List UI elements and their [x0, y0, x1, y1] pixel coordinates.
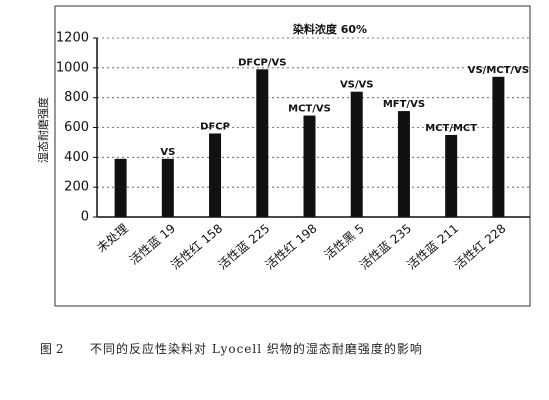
y-tick-label: 200 — [64, 180, 89, 195]
bar — [209, 133, 222, 217]
bar-label: MCT/VS — [288, 104, 331, 115]
bar — [256, 69, 269, 217]
chart-frame — [54, 5, 531, 307]
x-tick-label: 未处理 — [94, 221, 131, 255]
caption: 图 2 不同的反应性染料对 Lyocell 织物的湿态耐磨强度的影响 — [40, 338, 530, 360]
chart-title: 染料浓度 60% — [293, 22, 367, 36]
bar-label: VS — [160, 147, 175, 158]
bar-label: VS/MCT/VS — [468, 65, 529, 76]
bar-label: MCT/MCT — [425, 123, 477, 134]
bar-label: DFCP/VS — [238, 57, 286, 68]
y-tick-label: 0 — [81, 210, 89, 225]
y-tick-label: 600 — [64, 120, 89, 135]
y-tick-label: 1200 — [56, 31, 89, 46]
x-tick-label: 活性红 158 — [168, 220, 226, 272]
y-tick-label: 1000 — [56, 60, 89, 75]
bar — [445, 134, 458, 217]
caption-text: 不同的反应性染料对 Lyocell 织物的湿态耐磨强度的影响 — [90, 342, 423, 356]
chart: 染料浓度 60% 湿态耐磨强度 0 200 400 600 800 1000 1200 未处理… — [36, 5, 531, 307]
bar — [492, 76, 505, 218]
x-tick-label: 活性蓝 235 — [357, 221, 414, 272]
x-tick-label: 活性蓝 211 — [404, 221, 461, 272]
y-tick-label: 800 — [64, 90, 89, 105]
x-tick-label: 活性红 198 — [262, 220, 320, 272]
bar — [350, 91, 363, 217]
bar — [161, 158, 174, 217]
bar-label: MFT/VS — [383, 99, 425, 110]
bar-label: DFCP — [200, 121, 230, 132]
bar — [114, 158, 127, 217]
x-tick-label: 活性黑 5 — [322, 221, 367, 262]
y-axis-label: 湿态耐磨强度 — [36, 97, 50, 163]
bar-label: VS/VS — [340, 80, 374, 91]
x-tick-label: 活性蓝 225 — [215, 221, 272, 272]
figure-label: 图 2 — [40, 342, 64, 356]
bar — [397, 111, 410, 217]
x-tick-label: 活性红 228 — [451, 220, 509, 272]
y-tick-label: 400 — [64, 150, 89, 165]
bar — [303, 115, 316, 217]
